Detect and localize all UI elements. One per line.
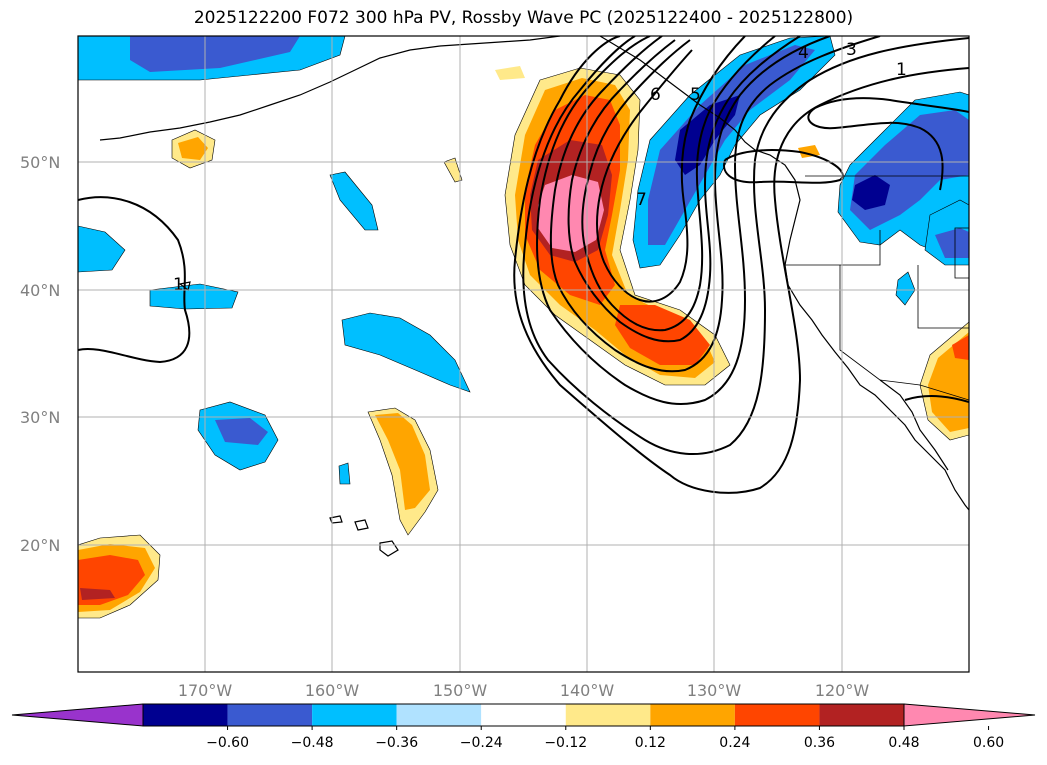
anomaly-neg-e-core [935,228,969,258]
colorbar-tick-label: −0.24 [460,735,503,751]
colorbar-tick-label: −0.36 [375,735,418,751]
anomaly-neg-ne-core [852,175,890,210]
map-panel: 3 1 4 6 5 7 1 [78,36,969,672]
contour-labels: 3 1 4 6 5 7 1 [173,40,907,295]
colorbar-segment [396,704,482,726]
colorbar-tick-label: −0.12 [544,735,587,751]
lat-label: 20°N [20,536,60,555]
lon-label: 130°W [687,681,742,700]
coast-hawaii-2 [354,519,369,531]
colorbar-segment [650,704,735,726]
lon-label: 120°W [815,681,870,700]
anomaly-neg-w [78,225,126,273]
colorbar-tick-label: 0.60 [973,735,1004,751]
colorbar-tick-label: 0.12 [635,735,666,751]
lat-label: 40°N [20,281,60,300]
anomaly-pos-ridge-lobe [615,305,710,365]
negative-anomalies [78,36,969,485]
lon-label: 140°W [560,681,615,700]
colorbar-tick-label: −0.48 [291,735,334,751]
contour-label: 1 [173,275,184,295]
map-title: 2025122200 F072 300 hPa PV, Rossby Wave … [193,8,854,28]
colorbar-tick-label: −0.60 [206,735,249,751]
map-frame [77,35,970,673]
contour-label: 1 [896,60,907,80]
contour-label: 3 [846,40,857,60]
colorbar-extension-low [11,703,144,727]
lon-label: 170°W [178,681,233,700]
contour-1-east-loop [723,149,844,184]
anomaly-neg-30n-core [215,418,268,445]
border-state-3 [917,265,969,329]
longitude-labels: 170°W 160°W 150°W 140°W 130°W 120°W [178,681,870,700]
contour-1-west [78,196,191,364]
border-state-1 [785,230,881,266]
colorbar-segment [734,704,820,726]
colorbar-extension-high [903,703,1036,727]
anomaly-pos-tiny [443,157,463,183]
coast-island-ne [178,281,191,292]
contour-3 [536,36,881,406]
colorbar-frame [142,703,905,727]
gridlines [78,36,969,672]
anomaly-neg-nw-core [130,36,300,72]
anomaly-pos-se-36 [952,335,969,360]
colorbar-segment [565,704,651,726]
colorbar-segment [227,704,313,726]
contour-4 [549,36,831,373]
contour-small-se [904,395,969,403]
anomaly-neg-trough-core [675,95,740,175]
contour-1-main [513,36,969,494]
coast-aleutians [99,45,441,141]
anomaly-neg-26n [338,462,351,485]
anomaly-neg-35n [341,312,471,393]
lat-label: 50°N [20,153,60,172]
contour-1-east [807,97,969,191]
rossby-contours [78,36,969,494]
anomaly-pos-50n-core [178,137,208,160]
border-state-2 [839,265,881,381]
colorbar-tick-label: 0.48 [888,735,919,751]
coast-hawaii-1 [379,540,399,557]
border-state-4 [954,227,969,279]
colorbar-segment [481,704,566,726]
coast-baja [879,379,949,471]
contour-5 [567,36,801,343]
coast-hawaii-3 [329,515,343,524]
anomaly-neg-160w [329,171,379,231]
anomaly-neg-small-e [895,271,916,306]
colorbar-segment [312,704,397,726]
anomaly-neg-trough-mid [648,45,815,245]
lon-label: 160°W [305,681,360,700]
colorbar-tick-label: 0.36 [804,735,835,751]
border-mexico [879,379,969,401]
colorbar-segment [143,704,228,726]
borders [785,175,969,401]
anomaly-pos-56n [495,66,525,80]
lat-label: 30°N [20,408,60,427]
anomaly-pos-sw-48 [80,588,115,600]
contour-label: 7 [636,190,647,210]
contour-label: 6 [650,85,661,105]
colorbar: −0.60 −0.48 −0.36 −0.24 −0.12 0.12 0.24 0.36 0.4… [11,703,1036,751]
contour-label: 5 [690,85,701,105]
latitude-labels: 50°N 40°N 30°N 20°N [20,153,60,555]
contour-6 [581,36,776,332]
colorbar-tick-label: 0.24 [719,735,750,751]
contour-2 [522,36,969,456]
anomaly-pos-27n-core [375,413,430,510]
contour-7 [595,36,746,303]
contour-label: 4 [798,43,809,63]
colorbar-segment [819,704,904,726]
lon-label: 150°W [433,681,488,700]
